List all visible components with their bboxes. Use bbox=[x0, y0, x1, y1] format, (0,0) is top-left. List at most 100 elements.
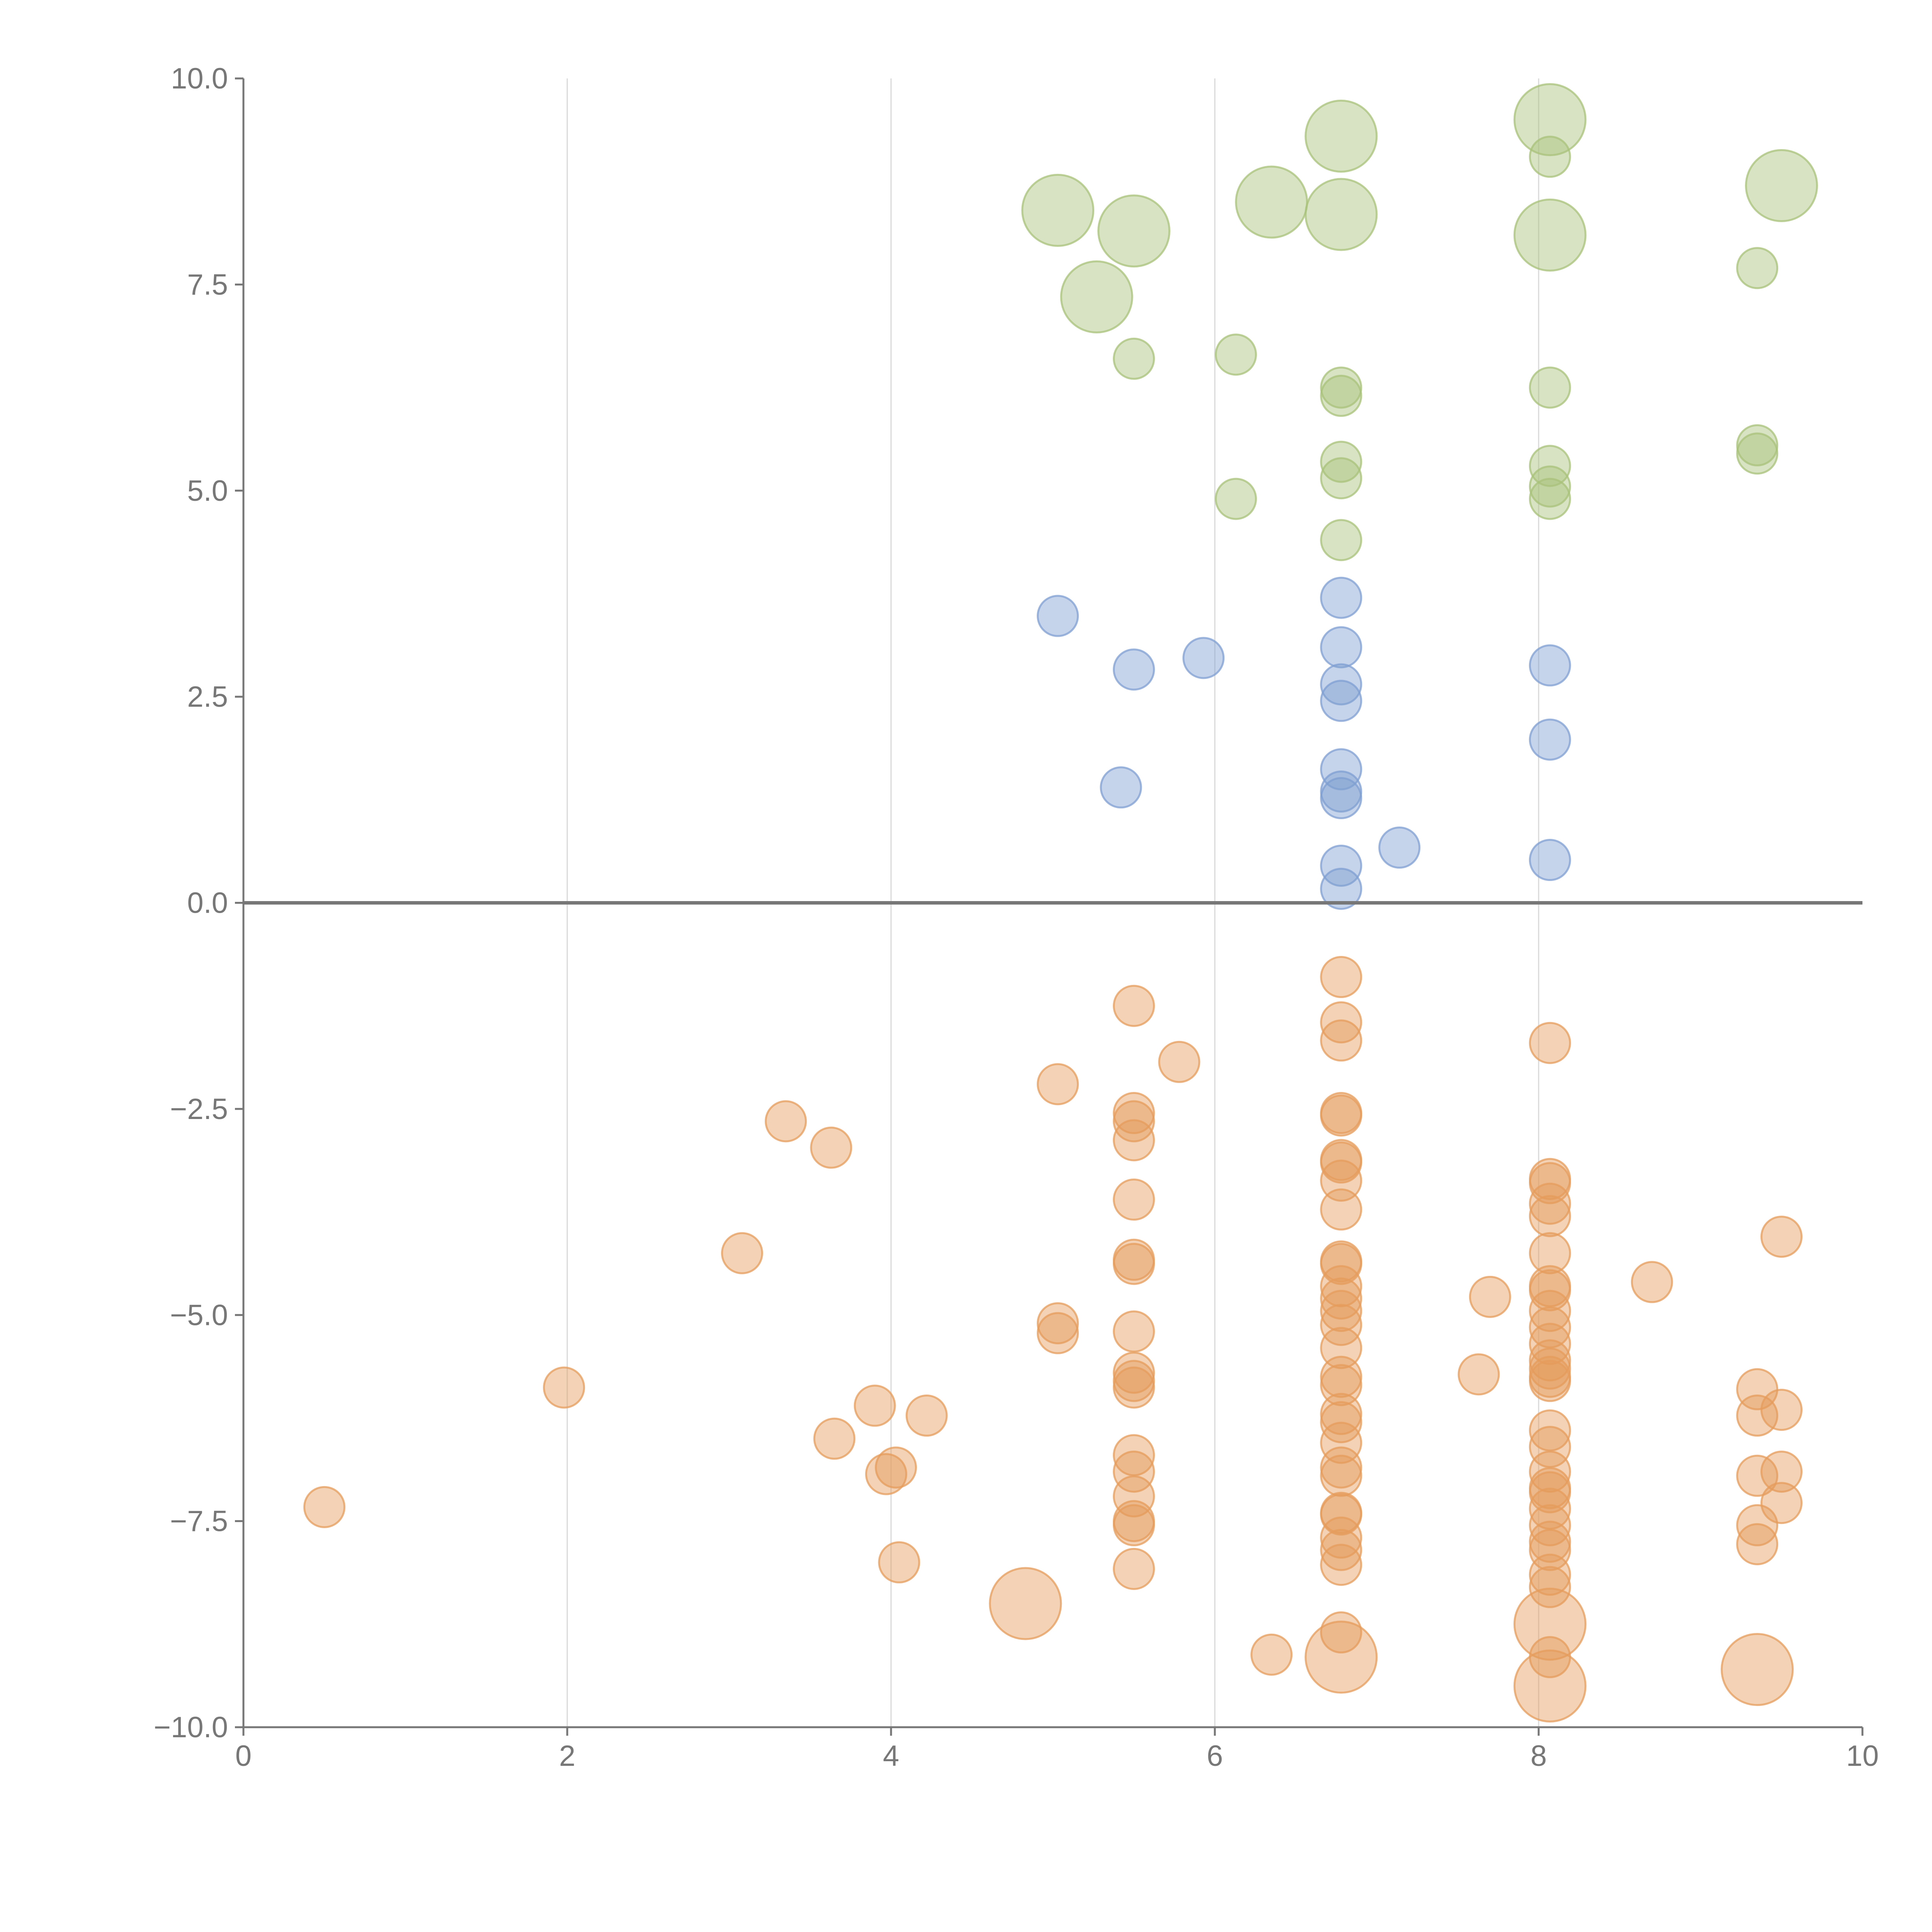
data-point bbox=[1529, 366, 1571, 409]
data-point bbox=[1320, 1454, 1362, 1497]
data-point bbox=[1320, 1529, 1362, 1571]
data-point bbox=[875, 1446, 917, 1489]
data-point bbox=[1736, 1395, 1779, 1437]
data-point bbox=[303, 1486, 345, 1528]
data-point bbox=[1513, 198, 1587, 272]
data-point bbox=[905, 1395, 948, 1437]
data-point bbox=[1113, 337, 1155, 380]
data-point bbox=[1320, 1001, 1362, 1044]
data-point bbox=[1378, 827, 1421, 869]
data-point bbox=[1745, 149, 1818, 222]
data-point bbox=[1736, 432, 1779, 475]
data-point bbox=[1037, 595, 1079, 637]
data-point bbox=[1529, 839, 1571, 881]
x-tick-label: 4 bbox=[883, 1740, 899, 1772]
data-point bbox=[1158, 1041, 1201, 1083]
data-point bbox=[1097, 194, 1170, 268]
data-point bbox=[1100, 766, 1142, 809]
y-tick-label: 5.0 bbox=[187, 474, 228, 507]
y-tick-label: 2.5 bbox=[187, 680, 228, 713]
data-point bbox=[1529, 1488, 1571, 1530]
data-point bbox=[1320, 1094, 1362, 1137]
y-tick-label: −2.5 bbox=[170, 1093, 228, 1126]
data-point bbox=[721, 1232, 764, 1274]
data-point bbox=[1513, 1649, 1587, 1723]
data-point bbox=[1320, 1364, 1362, 1406]
data-point bbox=[1320, 1304, 1362, 1346]
data-point bbox=[1320, 1290, 1362, 1332]
data-point bbox=[1021, 173, 1095, 247]
data-point bbox=[1513, 83, 1587, 156]
data-point bbox=[1320, 867, 1362, 910]
x-tick-label: 6 bbox=[1207, 1740, 1223, 1772]
data-point bbox=[1320, 519, 1362, 561]
data-point bbox=[1320, 956, 1362, 998]
data-point bbox=[1469, 1276, 1511, 1318]
data-point bbox=[1529, 1195, 1571, 1237]
data-point bbox=[1320, 680, 1362, 722]
data-point bbox=[1529, 1306, 1571, 1349]
data-point bbox=[1320, 1019, 1362, 1062]
data-point bbox=[1113, 1366, 1155, 1409]
data-point bbox=[1113, 648, 1155, 691]
data-point bbox=[1760, 1389, 1803, 1431]
data-point bbox=[1214, 478, 1257, 520]
y-tick-label: 7.5 bbox=[187, 268, 228, 301]
data-point bbox=[1113, 1451, 1155, 1493]
data-point bbox=[1113, 985, 1155, 1027]
data-point bbox=[1320, 1141, 1362, 1184]
data-point bbox=[1529, 136, 1571, 178]
data-point bbox=[1320, 577, 1362, 619]
bubble-layer bbox=[303, 83, 1818, 1723]
data-point bbox=[1320, 1544, 1362, 1586]
data-point bbox=[1320, 1493, 1362, 1536]
data-point bbox=[854, 1384, 896, 1427]
data-point bbox=[1529, 1566, 1571, 1608]
data-point bbox=[1529, 1529, 1571, 1571]
data-point bbox=[1304, 1621, 1378, 1694]
data-point bbox=[1235, 165, 1308, 239]
y-tick-label: −7.5 bbox=[170, 1505, 228, 1538]
y-tick-label: 10.0 bbox=[171, 62, 228, 95]
data-point bbox=[1304, 178, 1378, 251]
y-tick-label: −5.0 bbox=[170, 1299, 228, 1332]
data-point bbox=[1320, 748, 1362, 791]
data-point bbox=[1113, 1548, 1155, 1590]
data-point bbox=[1113, 1310, 1155, 1353]
data-point bbox=[1529, 1360, 1571, 1402]
data-point bbox=[1529, 1022, 1571, 1064]
data-point bbox=[1721, 1633, 1794, 1706]
data-point bbox=[1760, 1482, 1803, 1524]
data-point bbox=[1037, 1063, 1079, 1105]
data-point bbox=[1113, 1434, 1155, 1476]
data-point bbox=[1320, 1188, 1362, 1231]
data-point bbox=[1529, 1471, 1571, 1514]
data-point bbox=[1320, 844, 1362, 887]
data-point bbox=[1736, 247, 1779, 289]
data-point bbox=[878, 1541, 920, 1583]
data-point bbox=[1529, 1426, 1571, 1468]
data-point bbox=[1529, 1290, 1571, 1332]
data-point bbox=[1736, 1504, 1779, 1546]
data-point bbox=[1760, 1451, 1803, 1493]
data-point bbox=[1529, 644, 1571, 687]
data-point bbox=[1304, 99, 1378, 173]
data-point bbox=[1320, 1159, 1362, 1202]
data-point bbox=[1529, 465, 1571, 508]
data-point bbox=[1113, 1179, 1155, 1221]
data-point bbox=[1529, 718, 1571, 761]
data-point bbox=[1182, 637, 1225, 679]
x-tick-label: 2 bbox=[559, 1740, 575, 1772]
data-point bbox=[1320, 626, 1362, 668]
data-point bbox=[1513, 1587, 1587, 1661]
data-point bbox=[1113, 1475, 1155, 1518]
data-point bbox=[1113, 1119, 1155, 1162]
data-point bbox=[1113, 1100, 1155, 1143]
data-point bbox=[1631, 1261, 1673, 1303]
data-point bbox=[1320, 1422, 1362, 1464]
data-point bbox=[1037, 1312, 1079, 1354]
data-point bbox=[1250, 1633, 1293, 1676]
data-point bbox=[1113, 1504, 1155, 1546]
